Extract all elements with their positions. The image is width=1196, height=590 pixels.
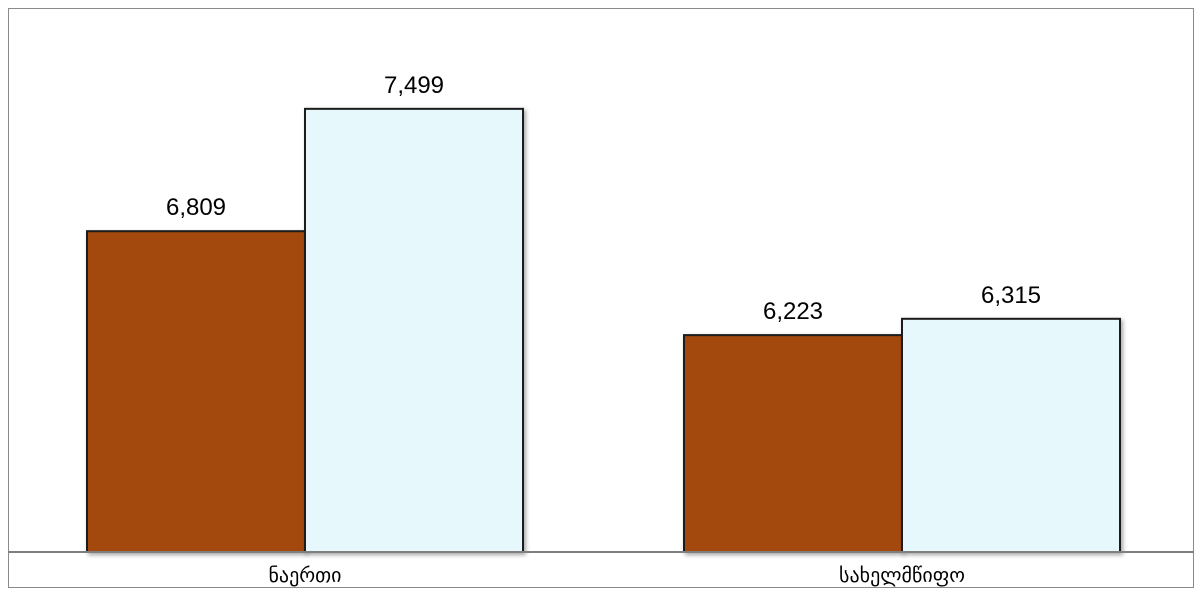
data-label: 7,499 xyxy=(384,72,444,99)
labels-layer: 6,809 7,499 ნაერთი 6,223 6,315 სახელმწიფო xyxy=(166,72,1041,587)
data-label: 6,809 xyxy=(166,194,226,221)
bar-series2-second xyxy=(901,317,1121,553)
bar-series1-first xyxy=(86,230,306,553)
data-label: 6,223 xyxy=(763,298,823,325)
bar-series2-first xyxy=(304,107,524,554)
bar-series1-second xyxy=(683,334,903,553)
bars-layer xyxy=(86,107,1121,554)
category-label: სახელმწიფო xyxy=(839,563,965,587)
category-label: ნაერთი xyxy=(268,563,341,587)
data-label: 6,315 xyxy=(981,282,1041,309)
